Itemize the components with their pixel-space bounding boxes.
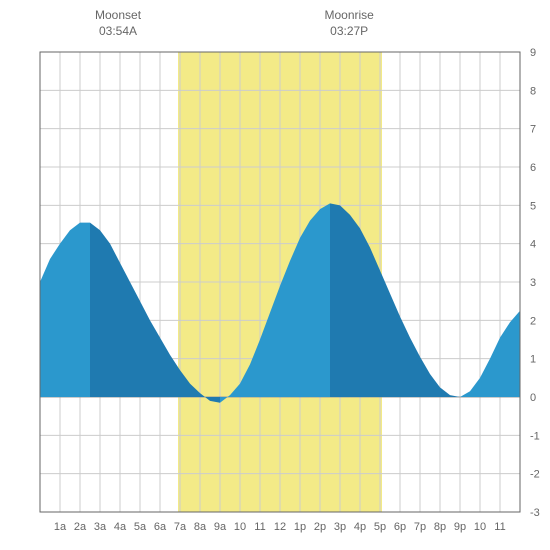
svg-text:5p: 5p: [374, 521, 386, 533]
svg-text:9p: 9p: [454, 521, 466, 533]
svg-text:3: 3: [530, 277, 536, 289]
svg-text:12: 12: [274, 521, 286, 533]
svg-text:11: 11: [254, 521, 265, 533]
tide-chart: Moonset 03:54A Moonrise 03:27P 1a2a3a4a5…: [0, 0, 550, 550]
svg-text:5a: 5a: [134, 521, 147, 533]
svg-text:4a: 4a: [114, 521, 127, 533]
svg-text:8p: 8p: [434, 521, 446, 533]
svg-text:4p: 4p: [354, 521, 366, 533]
svg-text:-1: -1: [530, 430, 540, 442]
chart-svg: 1a2a3a4a5a6a7a8a9a1011121p2p3p4p5p6p7p8p…: [0, 0, 550, 550]
moonset-time: 03:54A: [99, 24, 137, 38]
svg-text:2p: 2p: [314, 521, 326, 533]
moonrise-label: Moonrise 03:27P: [325, 8, 374, 39]
svg-text:4: 4: [530, 239, 536, 251]
svg-text:1p: 1p: [294, 521, 306, 533]
svg-text:1: 1: [530, 354, 536, 366]
svg-text:8a: 8a: [194, 521, 207, 533]
moonrise-title: Moonrise: [325, 8, 374, 22]
svg-text:8: 8: [530, 85, 536, 97]
svg-text:3p: 3p: [334, 521, 346, 533]
svg-text:6a: 6a: [154, 521, 167, 533]
svg-text:10: 10: [234, 521, 246, 533]
svg-text:2: 2: [530, 315, 536, 327]
svg-text:2a: 2a: [74, 521, 87, 533]
moonset-label: Moonset 03:54A: [95, 8, 141, 39]
svg-text:6p: 6p: [394, 521, 406, 533]
svg-text:0: 0: [530, 392, 536, 404]
moonrise-time: 03:27P: [330, 24, 368, 38]
svg-text:9: 9: [530, 47, 536, 59]
svg-text:1a: 1a: [54, 521, 67, 533]
moonset-title: Moonset: [95, 8, 141, 22]
svg-text:7p: 7p: [414, 521, 426, 533]
svg-text:3a: 3a: [94, 521, 107, 533]
svg-text:10: 10: [474, 521, 486, 533]
svg-text:-2: -2: [530, 469, 540, 481]
svg-text:11: 11: [494, 521, 505, 533]
svg-text:6: 6: [530, 162, 536, 174]
svg-text:-3: -3: [530, 507, 540, 519]
svg-text:7a: 7a: [174, 521, 187, 533]
svg-text:7: 7: [530, 124, 536, 136]
svg-text:5: 5: [530, 200, 536, 212]
svg-text:9a: 9a: [214, 521, 227, 533]
